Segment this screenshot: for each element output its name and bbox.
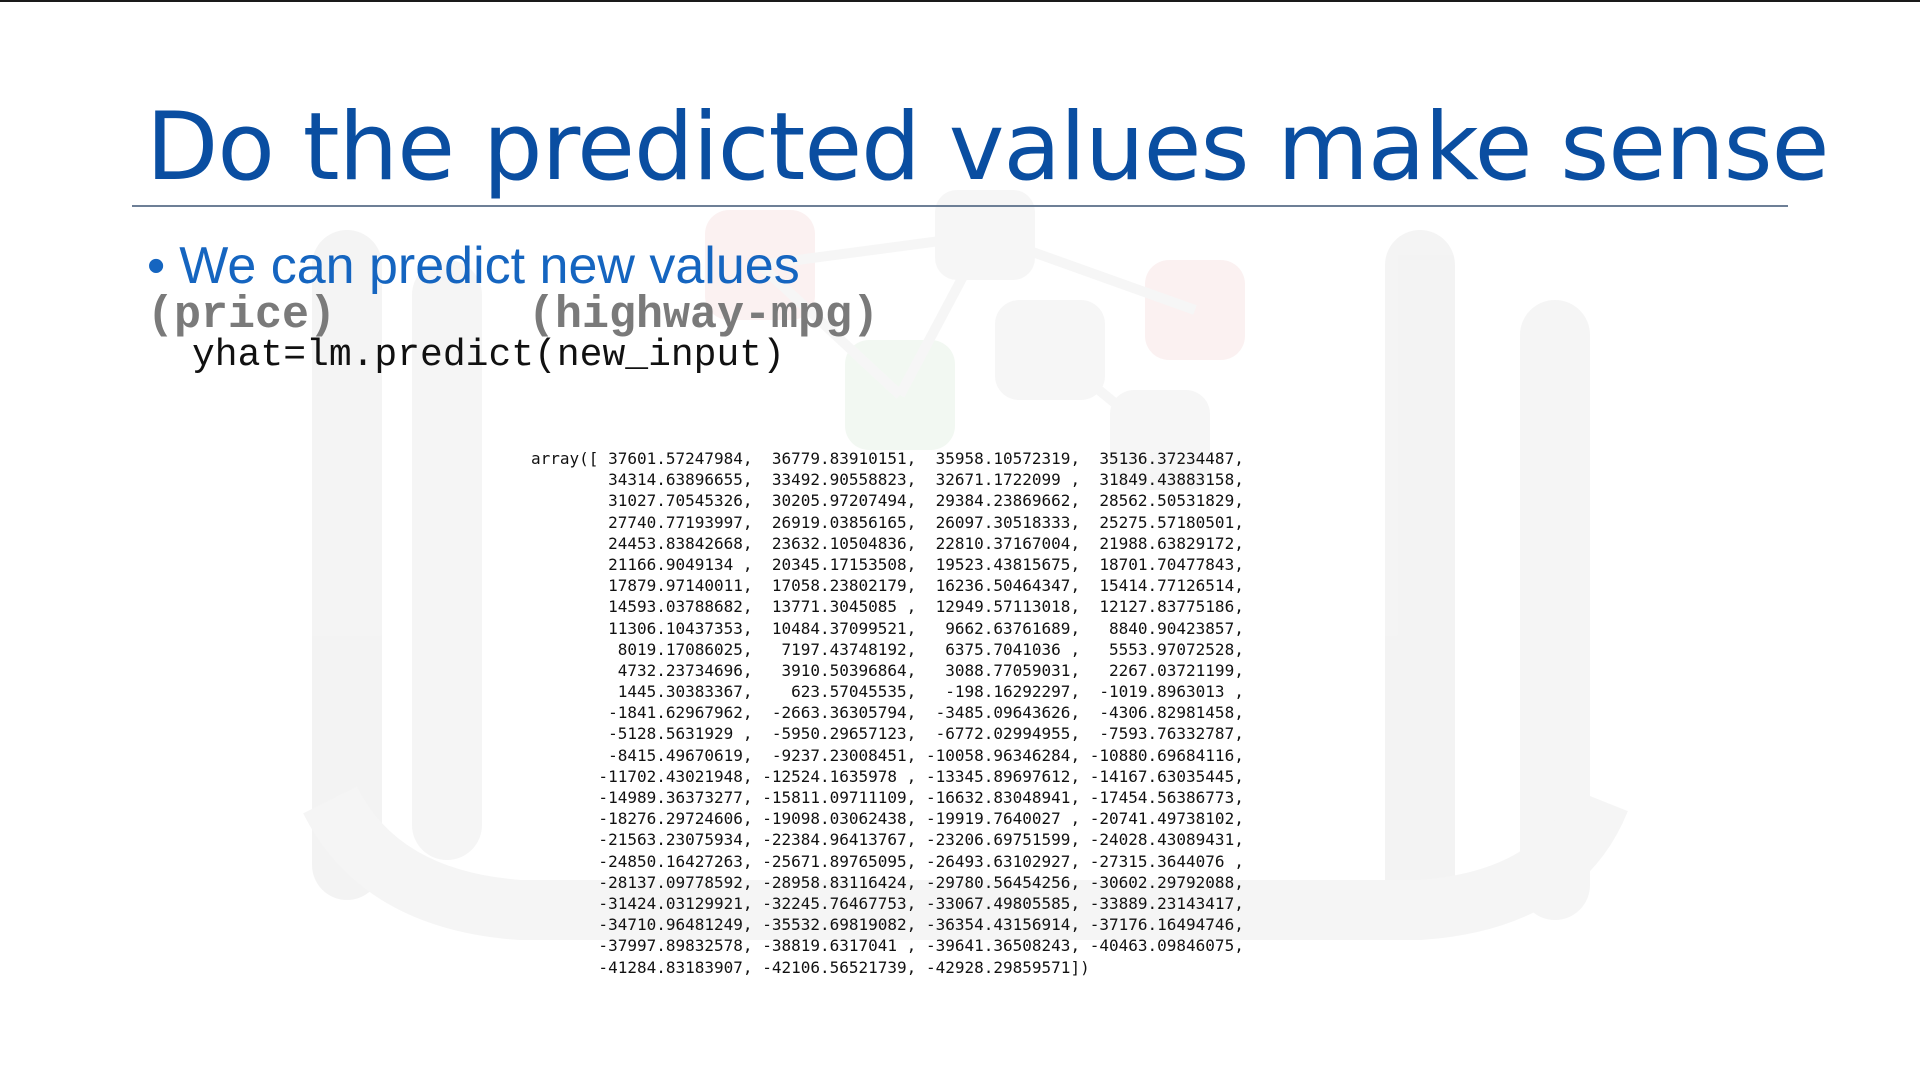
array-output-line: -37997.89832578, -38819.6317041 , -39641…: [531, 936, 1244, 956]
array-output-line: 34314.63896655, 33492.90558823, 32671.17…: [531, 470, 1244, 490]
array-output-line: -31424.03129921, -32245.76467753, -33067…: [531, 893, 1244, 913]
array-output-line: 11306.10437353, 10484.37099521, 9662.637…: [531, 618, 1244, 638]
title-divider: [132, 205, 1788, 207]
price-label: (price): [147, 290, 337, 341]
array-output-line: -14989.36373277, -15811.09711109, -16632…: [531, 788, 1244, 807]
bullet-text: We can predict new values: [179, 237, 800, 295]
slide-title: Do the predicted values make sense: [146, 93, 1829, 202]
array-output-line: 24453.83842668, 23632.10504836, 22810.37…: [531, 533, 1244, 553]
array-output-line: 31027.70545326, 30205.97207494, 29384.23…: [531, 491, 1244, 511]
array-output-line: 4732.23734696, 3910.50396864, 3088.77059…: [531, 660, 1244, 680]
array-output-line: -11702.43021948, -12524.1635978 , -13345…: [531, 766, 1244, 786]
array-output-line: -5128.5631929 , -5950.29657123, -6772.02…: [531, 724, 1244, 744]
array-output-line: -1841.62967962, -2663.36305794, -3485.09…: [531, 703, 1244, 723]
array-output-line: 8019.17086025, 7197.43748192, 6375.70410…: [531, 639, 1244, 659]
array-output-line: 1445.30383367, 623.57045535, -198.162922…: [531, 682, 1244, 702]
top-border: [0, 0, 1920, 2]
predict-code-line: yhat=lm.predict(new_input): [192, 334, 785, 377]
array-output-line: 14593.03788682, 13771.3045085 , 12949.57…: [531, 597, 1244, 617]
array-output-line: -18276.29724606, -19098.03062438, -19919…: [531, 809, 1244, 829]
array-output-line: -8415.49670619, -9237.23008451, -10058.9…: [531, 745, 1244, 765]
array-output-line: array([ 37601.57247984, 36779.83910151, …: [531, 449, 1244, 468]
array-output-line: -28137.09778592, -28958.83116424, -29780…: [531, 872, 1244, 892]
bullet-point: • We can predict new values: [147, 236, 800, 296]
prediction-array-output: array([ 37601.57247984, 36779.83910151, …: [531, 448, 1244, 978]
array-output-line: -41284.83183907, -42106.56521739, -42928…: [531, 957, 1090, 977]
array-output-line: 17879.97140011, 17058.23802179, 16236.50…: [531, 576, 1244, 596]
array-output-line: 27740.77193997, 26919.03856165, 26097.30…: [531, 512, 1244, 532]
array-output-line: 21166.9049134 , 20345.17153508, 19523.43…: [531, 554, 1244, 574]
highway-mpg-label: (highway-mpg): [528, 290, 880, 341]
bullet-marker: •: [147, 237, 166, 295]
array-output-line: -34710.96481249, -35532.69819082, -36354…: [531, 915, 1244, 935]
array-output-line: -21563.23075934, -22384.96413767, -23206…: [531, 830, 1244, 850]
array-output-line: -24850.16427263, -25671.89765095, -26493…: [531, 851, 1244, 871]
